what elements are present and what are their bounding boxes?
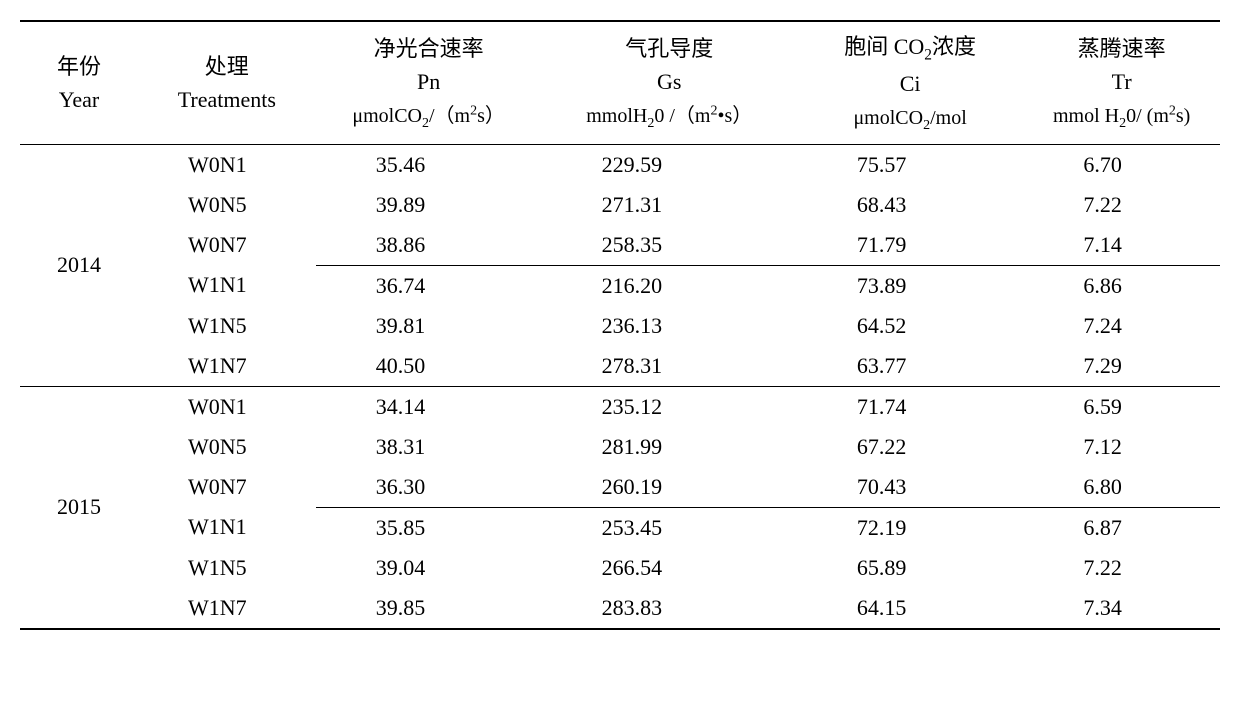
ci-cell: 71.79 bbox=[797, 225, 1023, 266]
gs-cell: 235.12 bbox=[542, 386, 797, 427]
treatment-cell: W1N1 bbox=[138, 265, 316, 306]
header-ci: 胞间 CO2浓度 Ci μmolCO2/mol bbox=[797, 21, 1023, 144]
pn-cell: 39.81 bbox=[316, 306, 542, 346]
gs-cell: 236.13 bbox=[542, 306, 797, 346]
table-row: W0N539.89271.3168.437.22 bbox=[20, 185, 1220, 225]
ci-cell: 70.43 bbox=[797, 467, 1023, 508]
data-table: 年份 Year 处理 Treatments 净光合速率 Pn μmolCO2/（… bbox=[20, 20, 1220, 630]
ci-cell: 63.77 bbox=[797, 346, 1023, 387]
table-row: W1N135.85253.4572.196.87 bbox=[20, 507, 1220, 548]
treatment-cell: W0N1 bbox=[138, 386, 316, 427]
gs-cell: 216.20 bbox=[542, 265, 797, 306]
header-ci-sym: Ci bbox=[900, 71, 921, 96]
pn-cell: 38.86 bbox=[316, 225, 542, 266]
pn-cell: 39.04 bbox=[316, 548, 542, 588]
pn-cell: 35.85 bbox=[316, 507, 542, 548]
header-ci-unit: μmolCO2/mol bbox=[853, 107, 966, 129]
header-tr-cn: 蒸腾速率 bbox=[1078, 36, 1166, 61]
table-row: 2015W0N134.14235.1271.746.59 bbox=[20, 386, 1220, 427]
table-row: 2014W0N135.46229.5975.576.70 bbox=[20, 144, 1220, 185]
treatment-cell: W1N1 bbox=[138, 507, 316, 548]
ci-cell: 65.89 bbox=[797, 548, 1023, 588]
header-year-en: Year bbox=[59, 87, 100, 112]
header-treatments-cn: 处理 bbox=[205, 54, 249, 79]
header-pn: 净光合速率 Pn μmolCO2/（m2s） bbox=[316, 21, 542, 144]
tr-cell: 6.87 bbox=[1023, 507, 1220, 548]
pn-cell: 35.46 bbox=[316, 144, 542, 185]
table-row: W1N739.85283.8364.157.34 bbox=[20, 588, 1220, 629]
ci-cell: 67.22 bbox=[797, 427, 1023, 467]
treatment-cell: W0N5 bbox=[138, 185, 316, 225]
table-row: W0N736.30260.1970.436.80 bbox=[20, 467, 1220, 508]
gs-cell: 271.31 bbox=[542, 185, 797, 225]
table-row: W1N136.74216.2073.896.86 bbox=[20, 265, 1220, 306]
header-pn-unit: μmolCO2/（m2s） bbox=[352, 105, 505, 127]
header-ci-cn: 胞间 CO2浓度 bbox=[844, 34, 976, 59]
header-pn-sym: Pn bbox=[417, 69, 440, 94]
gs-cell: 253.45 bbox=[542, 507, 797, 548]
header-pn-cn: 净光合速率 bbox=[374, 36, 484, 61]
gs-cell: 229.59 bbox=[542, 144, 797, 185]
ci-cell: 64.52 bbox=[797, 306, 1023, 346]
gs-cell: 278.31 bbox=[542, 346, 797, 387]
gs-cell: 283.83 bbox=[542, 588, 797, 629]
treatment-cell: W1N5 bbox=[138, 548, 316, 588]
pn-cell: 39.89 bbox=[316, 185, 542, 225]
year-cell: 2014 bbox=[20, 144, 138, 386]
gs-cell: 260.19 bbox=[542, 467, 797, 508]
header-tr: 蒸腾速率 Tr mmol H20/ (m2s) bbox=[1023, 21, 1220, 144]
table-body: 2014W0N135.46229.5975.576.70W0N539.89271… bbox=[20, 144, 1220, 629]
header-gs-sym: Gs bbox=[657, 69, 681, 94]
treatment-cell: W1N7 bbox=[138, 588, 316, 629]
tr-cell: 6.86 bbox=[1023, 265, 1220, 306]
treatment-cell: W1N7 bbox=[138, 346, 316, 387]
table-row: W1N539.04266.5465.897.22 bbox=[20, 548, 1220, 588]
gs-cell: 281.99 bbox=[542, 427, 797, 467]
header-treatments: 处理 Treatments bbox=[138, 21, 316, 144]
pn-cell: 36.30 bbox=[316, 467, 542, 508]
header-gs-unit: mmolH20 /（m2•s） bbox=[586, 105, 752, 127]
tr-cell: 6.80 bbox=[1023, 467, 1220, 508]
treatment-cell: W0N7 bbox=[138, 467, 316, 508]
table-row: W1N740.50278.3163.777.29 bbox=[20, 346, 1220, 387]
treatment-cell: W0N7 bbox=[138, 225, 316, 266]
treatment-cell: W0N5 bbox=[138, 427, 316, 467]
gs-cell: 266.54 bbox=[542, 548, 797, 588]
ci-cell: 73.89 bbox=[797, 265, 1023, 306]
ci-cell: 68.43 bbox=[797, 185, 1023, 225]
pn-cell: 39.85 bbox=[316, 588, 542, 629]
header-tr-sym: Tr bbox=[1112, 69, 1132, 94]
tr-cell: 7.22 bbox=[1023, 185, 1220, 225]
tr-cell: 6.70 bbox=[1023, 144, 1220, 185]
table-row: W0N738.86258.3571.797.14 bbox=[20, 225, 1220, 266]
header-year: 年份 Year bbox=[20, 21, 138, 144]
table-header: 年份 Year 处理 Treatments 净光合速率 Pn μmolCO2/（… bbox=[20, 21, 1220, 144]
gs-cell: 258.35 bbox=[542, 225, 797, 266]
treatment-cell: W0N1 bbox=[138, 144, 316, 185]
table-row: W1N539.81236.1364.527.24 bbox=[20, 306, 1220, 346]
tr-cell: 6.59 bbox=[1023, 386, 1220, 427]
header-gs: 气孔导度 Gs mmolH20 /（m2•s） bbox=[542, 21, 797, 144]
pn-cell: 36.74 bbox=[316, 265, 542, 306]
table-row: W0N538.31281.9967.227.12 bbox=[20, 427, 1220, 467]
ci-cell: 71.74 bbox=[797, 386, 1023, 427]
tr-cell: 7.29 bbox=[1023, 346, 1220, 387]
ci-cell: 72.19 bbox=[797, 507, 1023, 548]
pn-cell: 38.31 bbox=[316, 427, 542, 467]
tr-cell: 7.34 bbox=[1023, 588, 1220, 629]
pn-cell: 34.14 bbox=[316, 386, 542, 427]
treatment-cell: W1N5 bbox=[138, 306, 316, 346]
tr-cell: 7.14 bbox=[1023, 225, 1220, 266]
year-cell: 2015 bbox=[20, 386, 138, 629]
tr-cell: 7.24 bbox=[1023, 306, 1220, 346]
header-gs-cn: 气孔导度 bbox=[625, 36, 713, 61]
ci-cell: 64.15 bbox=[797, 588, 1023, 629]
header-treatments-en: Treatments bbox=[178, 87, 276, 112]
tr-cell: 7.22 bbox=[1023, 548, 1220, 588]
header-year-cn: 年份 bbox=[57, 54, 101, 79]
header-tr-unit: mmol H20/ (m2s) bbox=[1053, 105, 1190, 127]
tr-cell: 7.12 bbox=[1023, 427, 1220, 467]
pn-cell: 40.50 bbox=[316, 346, 542, 387]
ci-cell: 75.57 bbox=[797, 144, 1023, 185]
